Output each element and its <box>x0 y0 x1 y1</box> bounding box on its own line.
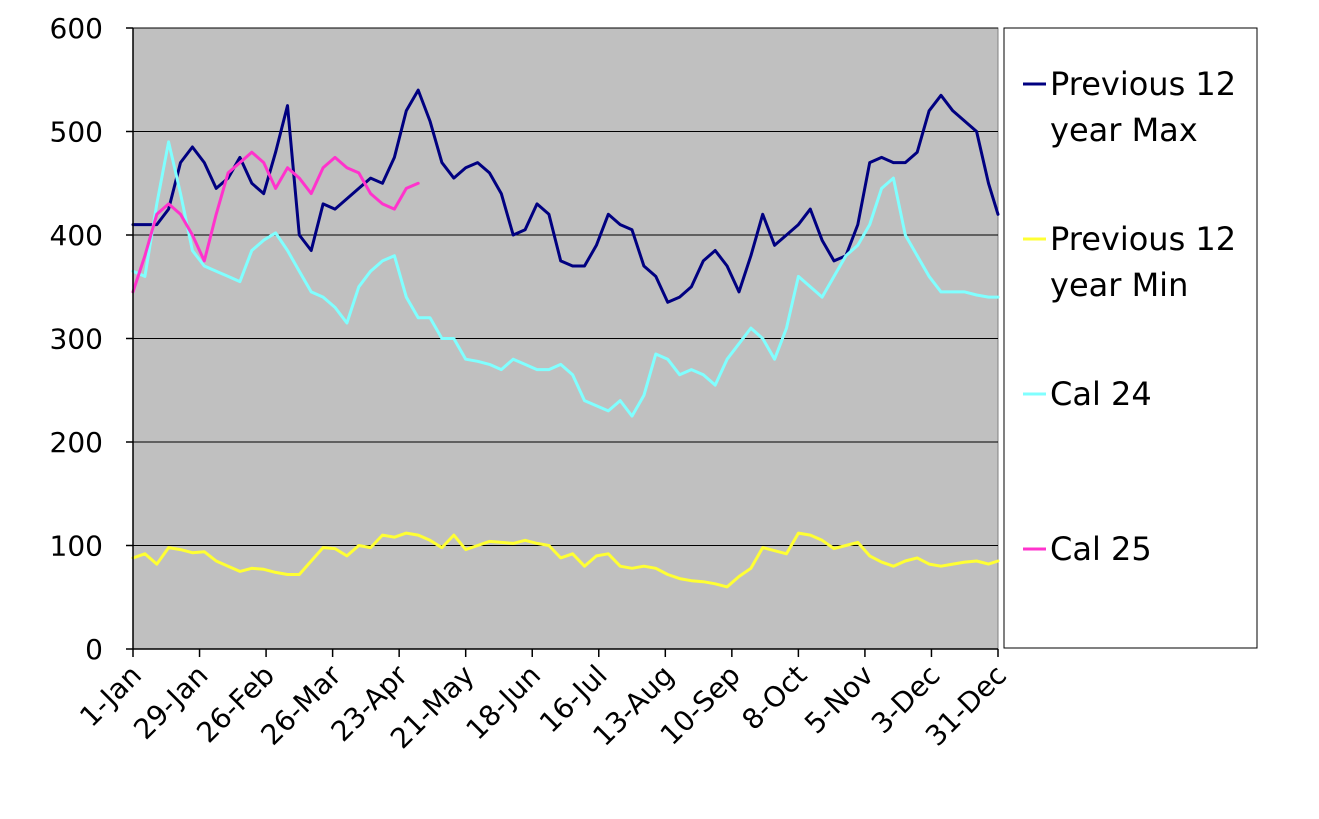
series-line-4 <box>131 150 420 294</box>
legend-item-cal24: Cal 24 <box>1023 375 1152 413</box>
y-tick-label: 200 <box>50 426 103 459</box>
series-layer <box>131 88 1000 589</box>
y-tick-labels: 0 100 200 300 400 500 600 <box>50 12 133 666</box>
legend-label-max-line2: year Max <box>1050 111 1198 149</box>
legend-item-max: Previous 12 year Max <box>1023 65 1236 149</box>
legend-item-min: Previous 12 year Min <box>1023 220 1236 304</box>
series-line-3 <box>131 140 1000 418</box>
legend-item-cal25: Cal 25 <box>1023 530 1152 568</box>
y-tick-label: 0 <box>85 633 103 666</box>
y-tick-label: 500 <box>50 116 103 149</box>
gridlines <box>133 27 998 546</box>
x-tick-label: 18-Jun <box>459 659 547 747</box>
y-tick-label: 600 <box>50 12 103 45</box>
legend-box <box>1003 27 1258 649</box>
x-tick-label: 8-Oct <box>735 659 813 737</box>
legend-label-cal25: Cal 25 <box>1050 530 1152 568</box>
y-tick-label: 400 <box>50 219 103 252</box>
legend-label-min-line2: year Min <box>1050 266 1188 304</box>
legend-label-cal24: Cal 24 <box>1050 375 1152 413</box>
legend-label-max-line1: Previous 12 <box>1050 65 1236 103</box>
series-line-1 <box>131 88 1000 304</box>
y-tick-label: 300 <box>50 323 103 356</box>
legend-label-min-line1: Previous 12 <box>1050 220 1236 258</box>
y-tick-label: 100 <box>50 530 103 563</box>
series-line-2 <box>131 531 1000 589</box>
x-tick-labels: 1-Jan29-Jan26-Feb26-Mar23-Apr21-May18-Ju… <box>73 649 1013 755</box>
x-tick-label: 5-Nov <box>798 659 880 741</box>
legend: Previous 12 year Max Previous 12 year Mi… <box>1003 27 1258 649</box>
